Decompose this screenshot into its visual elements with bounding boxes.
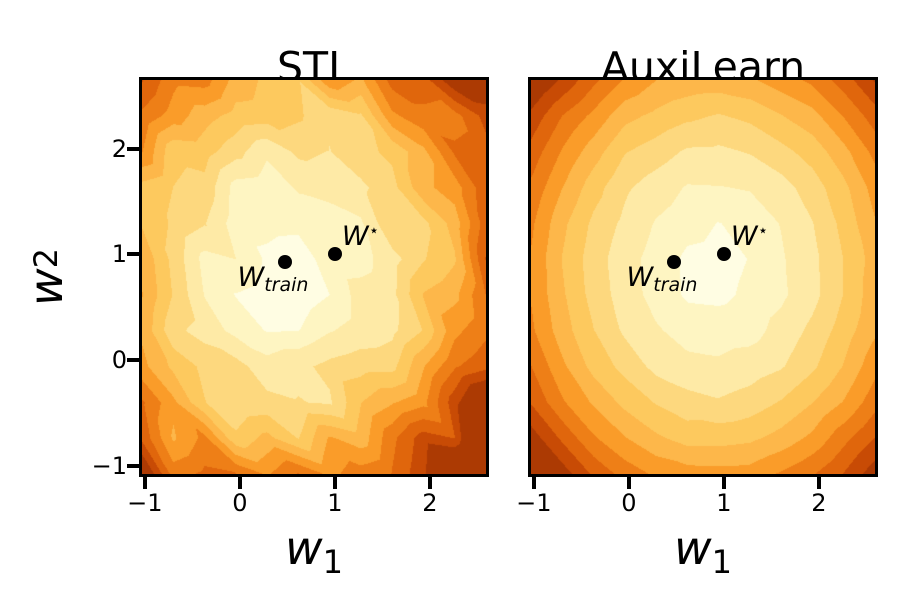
point-w-train	[667, 254, 682, 269]
plot-area-auxilearn: −1 0 1 2 W⋆ Wtrain	[516, 77, 878, 517]
x-tick-mark	[721, 477, 726, 489]
x-axis-label-sub: 1	[322, 543, 343, 581]
x-tick-label: 2	[422, 489, 438, 517]
y-axis-label-sub: 2	[27, 248, 65, 269]
x-tick-label: 1	[716, 489, 732, 517]
y-tick-mark	[127, 357, 139, 362]
point-w-train	[278, 254, 293, 269]
panel-stl: STL −1 0 1 2 2 1 0 −1 W⋆ Wtrain w1	[92, 0, 489, 600]
label-w-train: Wtrain	[626, 261, 698, 296]
y-tick-label: 2	[111, 134, 127, 163]
x-tick-label: 1	[327, 489, 343, 517]
x-tick-mark	[626, 477, 631, 489]
x-tick-label: −1	[127, 489, 163, 517]
x-tick-label: 0	[621, 489, 637, 517]
panel-auxilearn: AuxiLearn −1 0 1 2 W⋆ Wtrain w1	[516, 0, 878, 600]
label-w-star: W⋆	[341, 221, 380, 253]
x-axis-label-base: w	[674, 521, 712, 575]
x-tick-label: −1	[516, 489, 552, 517]
x-tick-mark	[816, 477, 821, 489]
contour-canvas-auxilearn	[531, 80, 875, 474]
y-tick-mark	[127, 252, 139, 257]
y-tick-mark	[127, 146, 139, 151]
x-axis-label: w1	[528, 522, 878, 581]
x-tick-mark	[531, 477, 536, 489]
x-tick-mark	[427, 477, 432, 489]
x-tick-label: 0	[232, 489, 248, 517]
plot-area-stl: −1 0 1 2 2 1 0 −1 W⋆ Wtrain	[92, 77, 489, 517]
x-tick-mark	[332, 477, 337, 489]
x-tick-mark	[142, 477, 147, 489]
x-tick-mark	[237, 477, 242, 489]
y-tick-label: −1	[91, 451, 127, 480]
x-axis-label-base: w	[285, 521, 323, 575]
point-w-star	[327, 247, 342, 262]
label-w-star: W⋆	[730, 221, 769, 253]
y-tick-mark	[127, 463, 139, 468]
point-w-star	[716, 247, 731, 262]
x-axis-label: w1	[139, 522, 489, 581]
contour-canvas-stl	[142, 80, 486, 474]
y-tick-label: 1	[111, 240, 127, 269]
y-tick-label: 0	[111, 345, 127, 374]
x-tick-label: 2	[811, 489, 827, 517]
label-w-train: Wtrain	[237, 261, 309, 296]
y-axis-label-base: w	[19, 268, 73, 306]
x-axis-label-sub: 1	[711, 543, 732, 581]
